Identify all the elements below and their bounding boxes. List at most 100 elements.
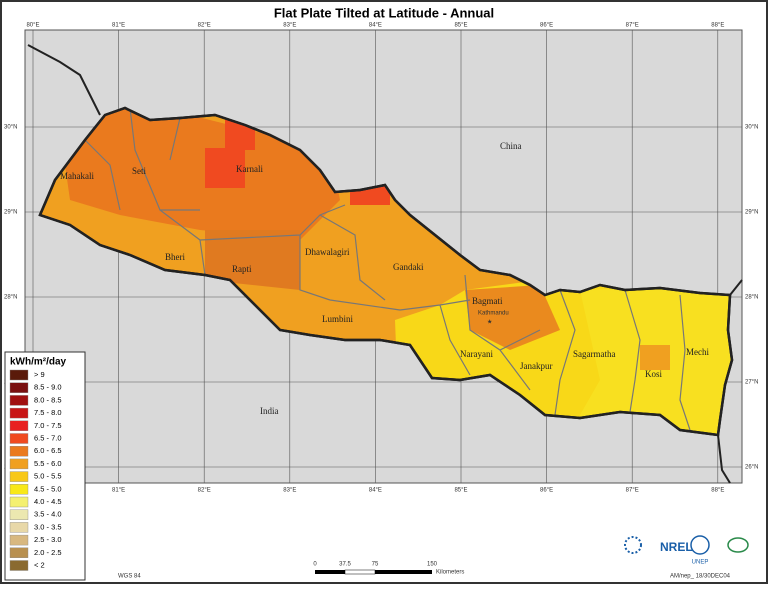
lat-label: 29°N <box>4 210 17 216</box>
legend-swatch <box>9 407 29 419</box>
lon-label: 87°E <box>626 23 639 29</box>
lon-label: 88°E <box>711 488 724 494</box>
region-label: Kosi <box>645 369 663 379</box>
legend-swatch <box>9 496 29 508</box>
nepal-border <box>38 106 734 437</box>
lat-label: 29°N <box>745 210 758 216</box>
lat-label: 30°N <box>745 125 758 131</box>
legend-swatch <box>9 534 29 546</box>
legend-label: 2.0 - 2.5 <box>34 548 62 557</box>
lon-label: 80°E <box>26 23 39 29</box>
logo-emblem <box>690 535 710 555</box>
region-label: Karnali <box>236 164 263 174</box>
capital-label: Kathmandu <box>478 311 509 317</box>
lat-label: 28°N <box>4 295 17 301</box>
region-label: Mechi <box>686 347 709 357</box>
region-label: Seti <box>132 166 147 176</box>
legend-label: < 2 <box>34 560 45 569</box>
lon-label: 83°E <box>283 23 296 29</box>
lon-label: 84°E <box>369 488 382 494</box>
labels: Mahakali Seti Karnali Bheri Rapti Dhawalagiri… <box>60 141 709 416</box>
legend-label: 5.5 - 6.0 <box>34 459 62 468</box>
legend-swatch <box>9 369 29 381</box>
legend-swatch <box>9 420 29 431</box>
region-label: Bagmati <box>472 296 503 306</box>
scale-seg <box>315 570 345 574</box>
legend-label: 3.0 - 3.5 <box>34 522 62 531</box>
legend-swatch <box>9 484 29 495</box>
lon-label: 83°E <box>283 488 296 494</box>
region-label: Lumbini <box>322 314 353 324</box>
legend-swatch <box>9 395 29 406</box>
datum: WGS 84 <box>118 574 141 580</box>
legend-label: 3.5 - 4.0 <box>34 510 62 519</box>
country-label: India <box>260 406 279 416</box>
legend-label: 2.5 - 3.0 <box>34 535 62 544</box>
legend-swatch <box>9 547 29 558</box>
country-border <box>27 44 743 484</box>
region-label: Sagarmatha <box>573 349 615 359</box>
legend-swatch <box>9 560 29 571</box>
lat-label: 27°N <box>745 380 758 386</box>
zone <box>205 148 245 188</box>
region-label: Mahakali <box>60 171 94 181</box>
region-label: Gandaki <box>393 262 424 272</box>
legend-swatch <box>9 509 29 520</box>
lon-label: 88°E <box>711 23 724 29</box>
region-label: Janakpur <box>520 361 553 371</box>
scale-bar: 0 37.5 75 150 Kilometers <box>313 562 464 576</box>
legend-label: 5.0 - 5.5 <box>34 472 62 481</box>
scale-label: 37.5 <box>339 562 351 568</box>
legend-label: 6.0 - 6.5 <box>34 446 62 455</box>
region-label: Dhawalagiri <box>305 247 350 257</box>
legend-swatch <box>9 382 29 393</box>
legend-swatch <box>9 471 29 482</box>
lon-label: 85°E <box>454 488 467 494</box>
map-code: AM/nep_ 18/30DEC04 <box>670 574 731 580</box>
country-label: China <box>500 141 522 151</box>
region-label: Rapti <box>232 264 252 274</box>
lon-label: 81°E <box>112 488 125 494</box>
lon-label: 82°E <box>198 23 211 29</box>
region-label: Bheri <box>165 252 185 262</box>
scale-seg <box>344 569 376 575</box>
logo: UNEP <box>692 560 709 566</box>
legend-label: > 9 <box>34 370 45 379</box>
lon-label: 86°E <box>540 23 553 29</box>
lon-label: 85°E <box>454 23 467 29</box>
zone <box>205 230 300 290</box>
region-label: Narayani <box>460 349 493 359</box>
legend-label: 8.0 - 8.5 <box>34 395 62 404</box>
legend-swatch <box>9 522 29 533</box>
zone <box>465 285 560 350</box>
legend-items: > 9 8.5 - 9.0 8.0 - 8.5 7.5 - 8.0 7.0 - 7.5 6… <box>9 369 62 571</box>
legend-swatch <box>9 446 29 457</box>
logo-emblem <box>624 536 642 554</box>
map-title: Flat Plate Tilted at Latitude - Annual <box>274 5 494 20</box>
lon-label: 81°E <box>112 23 125 29</box>
legend-swatch <box>9 433 29 444</box>
lat-label: 30°N <box>4 125 17 131</box>
legend-label: 4.0 - 4.5 <box>34 497 62 506</box>
legend-swatch <box>9 458 29 470</box>
logo-emblem <box>727 537 749 553</box>
zone <box>640 345 670 370</box>
scale-unit: Kilometers <box>436 570 464 576</box>
lon-label: 82°E <box>198 488 211 494</box>
legend-label: 6.5 - 7.0 <box>34 433 62 442</box>
scale-label: 75 <box>372 562 379 568</box>
legend-title: kWh/m²/day <box>10 357 67 368</box>
legend-label: 7.5 - 8.0 <box>34 408 62 417</box>
capital-marker: ★ <box>487 319 492 326</box>
lon-label: 84°E <box>369 23 382 29</box>
scale-seg <box>375 570 432 574</box>
legend-label: 8.5 - 9.0 <box>34 383 62 392</box>
legend-label: 4.5 - 5.0 <box>34 484 62 493</box>
lat-label: 26°N <box>745 465 758 471</box>
logo: NREL <box>660 540 693 554</box>
scale-label: 150 <box>427 562 438 568</box>
lon-label: 87°E <box>626 488 639 494</box>
scale-label: 0 <box>313 562 317 568</box>
lon-label: 86°E <box>540 488 553 494</box>
